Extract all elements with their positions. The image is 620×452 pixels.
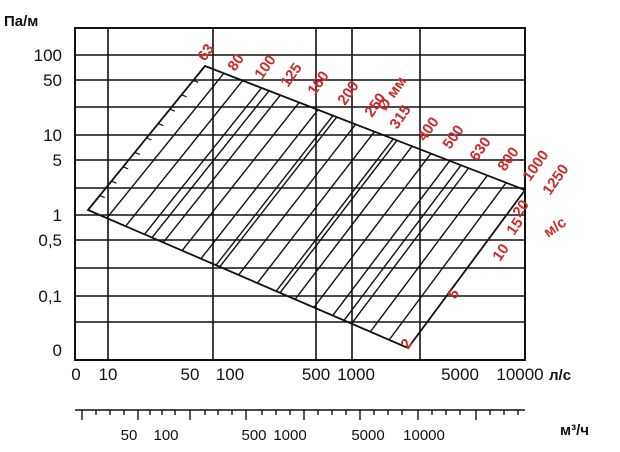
- diameter-line-8: [238, 123, 357, 276]
- x2-axis-unit: м³/ч: [560, 422, 589, 439]
- velocity-line-1: [151, 90, 270, 239]
- diameter-line-10: [275, 138, 394, 292]
- x2-tick-label: 50: [121, 427, 138, 444]
- velocity-label: 10: [489, 241, 512, 264]
- y-tick-label: 0,1: [38, 287, 62, 306]
- diameter-line-5: [181, 102, 300, 252]
- diameter-line-11: [294, 145, 413, 300]
- edge-tick-8: [181, 94, 187, 98]
- y-tick-label: 100: [34, 46, 62, 65]
- diameter-line-9: [256, 131, 375, 284]
- velocity-line-2: [215, 115, 334, 266]
- diameter-label: 63: [194, 41, 217, 64]
- y-tick-label: 50: [43, 71, 62, 90]
- diameter-label: 125: [277, 60, 305, 90]
- nomogram-lines: [86, 64, 527, 350]
- diameter-line-4: [162, 94, 281, 243]
- y-tick-label: 5: [53, 151, 62, 170]
- x-tick-label: 5000: [441, 365, 479, 384]
- velocity-label: 15: [503, 215, 526, 238]
- x2-tick-label: 100: [153, 427, 178, 444]
- diameter-line-16: [388, 182, 507, 341]
- velocity-label: 20: [509, 197, 532, 220]
- diameter-label: 200: [334, 78, 362, 108]
- diameter-label: 800: [494, 144, 522, 174]
- x-tick-label: 10000: [496, 365, 543, 384]
- diameter-line-1: [106, 72, 225, 219]
- velocity-label: 2: [397, 336, 416, 353]
- x2-tick-label: 1000: [273, 427, 306, 444]
- x-tick-label: 0: [71, 365, 80, 384]
- x-tick-label: 10: [99, 365, 118, 384]
- y-tick-label: 1: [53, 206, 62, 225]
- diameter-line-7: [219, 116, 338, 268]
- edge-tick-1: [99, 195, 105, 199]
- edge-tick-6: [157, 123, 164, 127]
- diameter-line-12: [313, 153, 432, 308]
- y-tick-label: 0,5: [38, 231, 62, 250]
- x-tick-label: 1000: [337, 365, 375, 384]
- diameter-label: 80: [224, 51, 247, 74]
- edge-tick-3: [122, 166, 129, 170]
- diameter-line-3: [143, 87, 263, 235]
- velocity-line-4: [343, 164, 462, 321]
- edge-tick-7: [169, 108, 176, 112]
- x-tick-label: 50: [181, 365, 200, 384]
- x2-tick-label: 500: [241, 427, 266, 444]
- y-tick-label: 10: [43, 126, 62, 145]
- diameter-label: 500: [439, 122, 467, 152]
- edge-tick-2: [111, 180, 117, 184]
- velocity-label: 5: [444, 286, 463, 303]
- diameter-label: 100: [251, 52, 279, 82]
- x-tick-label: 100: [216, 365, 244, 384]
- nomogram-outline: [86, 64, 527, 350]
- edge-tick-4: [134, 151, 141, 155]
- y-tick-label: 0: [53, 341, 62, 360]
- edge-tick-5: [146, 137, 152, 141]
- diameter-line-13: [332, 160, 451, 316]
- diameter-line-15: [369, 174, 488, 333]
- x2-tick-label: 5000: [351, 427, 384, 444]
- plot-frame: [74, 27, 526, 361]
- diameter-line-2: [125, 80, 244, 227]
- x2-tick-label: 10000: [403, 427, 445, 444]
- edge-tick-9: [193, 79, 199, 83]
- x-tick-label: 500: [302, 365, 330, 384]
- diameter-label: 160: [304, 68, 332, 98]
- diameter-label: 400: [414, 114, 442, 144]
- x-axis-unit: л/с: [549, 367, 571, 384]
- second-axis-scale: [75, 409, 525, 420]
- tick-labels: 100 50 10 5 1 0,5 0,1 00 10 50 100 500 1000 5000 10000…: [34, 46, 544, 444]
- y-axis-unit: Па/м: [4, 13, 38, 30]
- diameter-line-14: [350, 167, 470, 325]
- velocity-unit-label: м/с: [541, 214, 570, 241]
- velocity-line-3: [279, 139, 398, 294]
- diameter-line-6: [200, 109, 319, 260]
